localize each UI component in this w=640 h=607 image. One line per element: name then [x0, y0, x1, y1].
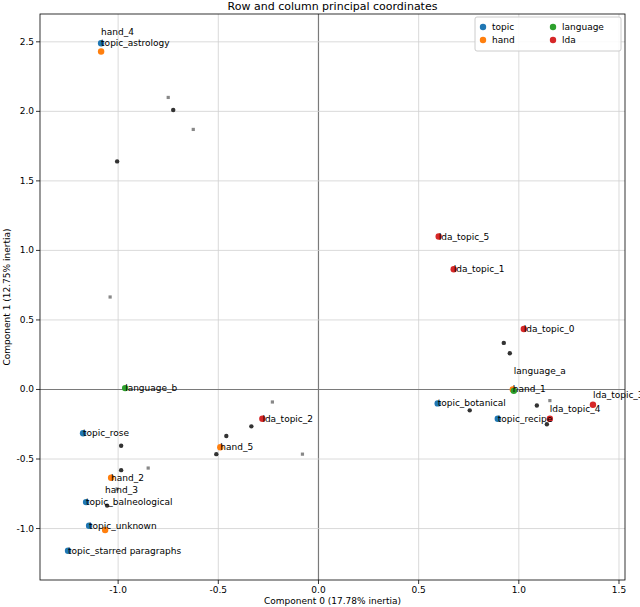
- y-tick: [36, 41, 40, 42]
- y-grid-line: [40, 250, 625, 251]
- legend-marker: [480, 24, 486, 30]
- legend-box: [475, 17, 621, 51]
- point-label: hand_5: [220, 442, 253, 452]
- point: [119, 444, 123, 448]
- y-tick: [36, 389, 40, 390]
- grid: [36, 14, 625, 584]
- point-label: language_a: [514, 366, 566, 376]
- background: [0, 0, 640, 607]
- x-tick-label: 0.5: [411, 585, 425, 595]
- plot-frame: [40, 14, 625, 580]
- point: [301, 453, 304, 456]
- point-label: topic_unknown: [89, 521, 157, 531]
- y-axis-label: Component 1 (12.75% inertia): [2, 229, 12, 366]
- points: [65, 40, 596, 554]
- x-tick-label: -0.5: [210, 585, 228, 595]
- point: [171, 108, 175, 112]
- point-label: lda_topic_5: [439, 232, 490, 242]
- y-tick: [36, 528, 40, 529]
- point: [98, 48, 104, 54]
- y-tick-label: 0.5: [20, 315, 34, 325]
- y-tick-label: 0.0: [20, 384, 35, 394]
- point: [249, 424, 253, 428]
- point-label: language_b: [125, 383, 177, 393]
- point-label: topic_botanical: [438, 398, 506, 408]
- point-label: hand_2: [111, 473, 144, 483]
- legend-marker: [480, 37, 486, 43]
- point: [502, 341, 506, 345]
- y-tick-label: 1.5: [20, 176, 34, 186]
- point-label: lda_topic_4: [550, 404, 601, 414]
- x-tick-label: 1.5: [612, 585, 626, 595]
- point: [192, 128, 195, 131]
- x-grid-line: [118, 14, 119, 580]
- point-label: topic_recipe: [498, 414, 553, 424]
- y-grid-line: [40, 180, 625, 181]
- x-tick: [418, 580, 419, 584]
- point-label: topic_balneological: [86, 497, 172, 507]
- y-tick: [36, 111, 40, 112]
- legend-label: language: [562, 22, 604, 32]
- point-label: topic_rose: [83, 428, 129, 438]
- x-tick: [118, 580, 119, 584]
- y-tick: [36, 319, 40, 320]
- y-tick: [36, 459, 40, 460]
- x-tick: [618, 580, 619, 584]
- title: Row and column principal coordinates: [228, 0, 438, 13]
- point-label: topic_astrology: [101, 38, 170, 48]
- y-tick-label: 2.5: [20, 37, 34, 47]
- point: [468, 408, 472, 412]
- legend-label: topic: [492, 22, 514, 32]
- y-tick-label: -1.0: [16, 524, 34, 534]
- point: [214, 452, 218, 456]
- y-grid-line: [40, 319, 625, 320]
- x-grid-line: [318, 14, 319, 580]
- point: [508, 351, 512, 355]
- x-tick: [518, 580, 519, 584]
- point: [119, 468, 123, 472]
- point: [147, 466, 150, 469]
- point: [115, 159, 119, 163]
- y-tick-label: 2.0: [20, 106, 35, 116]
- legend: topic hand language lda: [475, 17, 621, 51]
- y-tick: [36, 250, 40, 251]
- point: [167, 96, 170, 99]
- x-tick-label: 1.0: [512, 585, 527, 595]
- x-grid-line: [518, 14, 519, 580]
- legend-marker: [550, 37, 556, 43]
- point: [224, 434, 228, 438]
- x-grid-line: [618, 14, 619, 580]
- y-grid-line: [40, 111, 625, 112]
- y-tick: [36, 180, 40, 181]
- x-tick-label: -1.0: [109, 585, 127, 595]
- y-tick-label: 1.0: [20, 245, 35, 255]
- point-label: topic_starred paragraphs: [68, 546, 181, 556]
- point-label: hand_3: [105, 485, 138, 495]
- point-label: lda_topic_1: [454, 264, 505, 274]
- x-axis-label: Component 0 (17.78% inertia): [264, 596, 401, 606]
- x-tick: [318, 580, 319, 584]
- point: [548, 399, 551, 402]
- point: [271, 400, 274, 403]
- legend-label: lda: [562, 35, 576, 45]
- point-labels: topic_astrology topic_botanical topic_reci…: [68, 27, 640, 556]
- point: [535, 403, 539, 407]
- y-tick-label: -0.5: [16, 454, 34, 464]
- x-grid-line: [218, 14, 219, 580]
- x-grid-line: [418, 14, 419, 580]
- point-label: lda_topic_2: [262, 414, 313, 424]
- chart: -1.0 -0.5 0.0 0.5 1.0 1.5 -1.0 -0.5 0.0 0.5 1.0 1.5…: [0, 0, 640, 607]
- point-label: lda_topic_3: [593, 390, 640, 400]
- x-tick: [218, 580, 219, 584]
- legend-label: hand: [492, 35, 515, 45]
- point-label: hand_1: [513, 384, 546, 394]
- point-label: hand_4: [101, 27, 134, 37]
- y-grid-line: [40, 459, 625, 460]
- legend-marker: [550, 24, 556, 30]
- x-tick-label: 0.0: [311, 585, 326, 595]
- point-label: lda_topic_0: [524, 324, 575, 334]
- point: [109, 295, 112, 298]
